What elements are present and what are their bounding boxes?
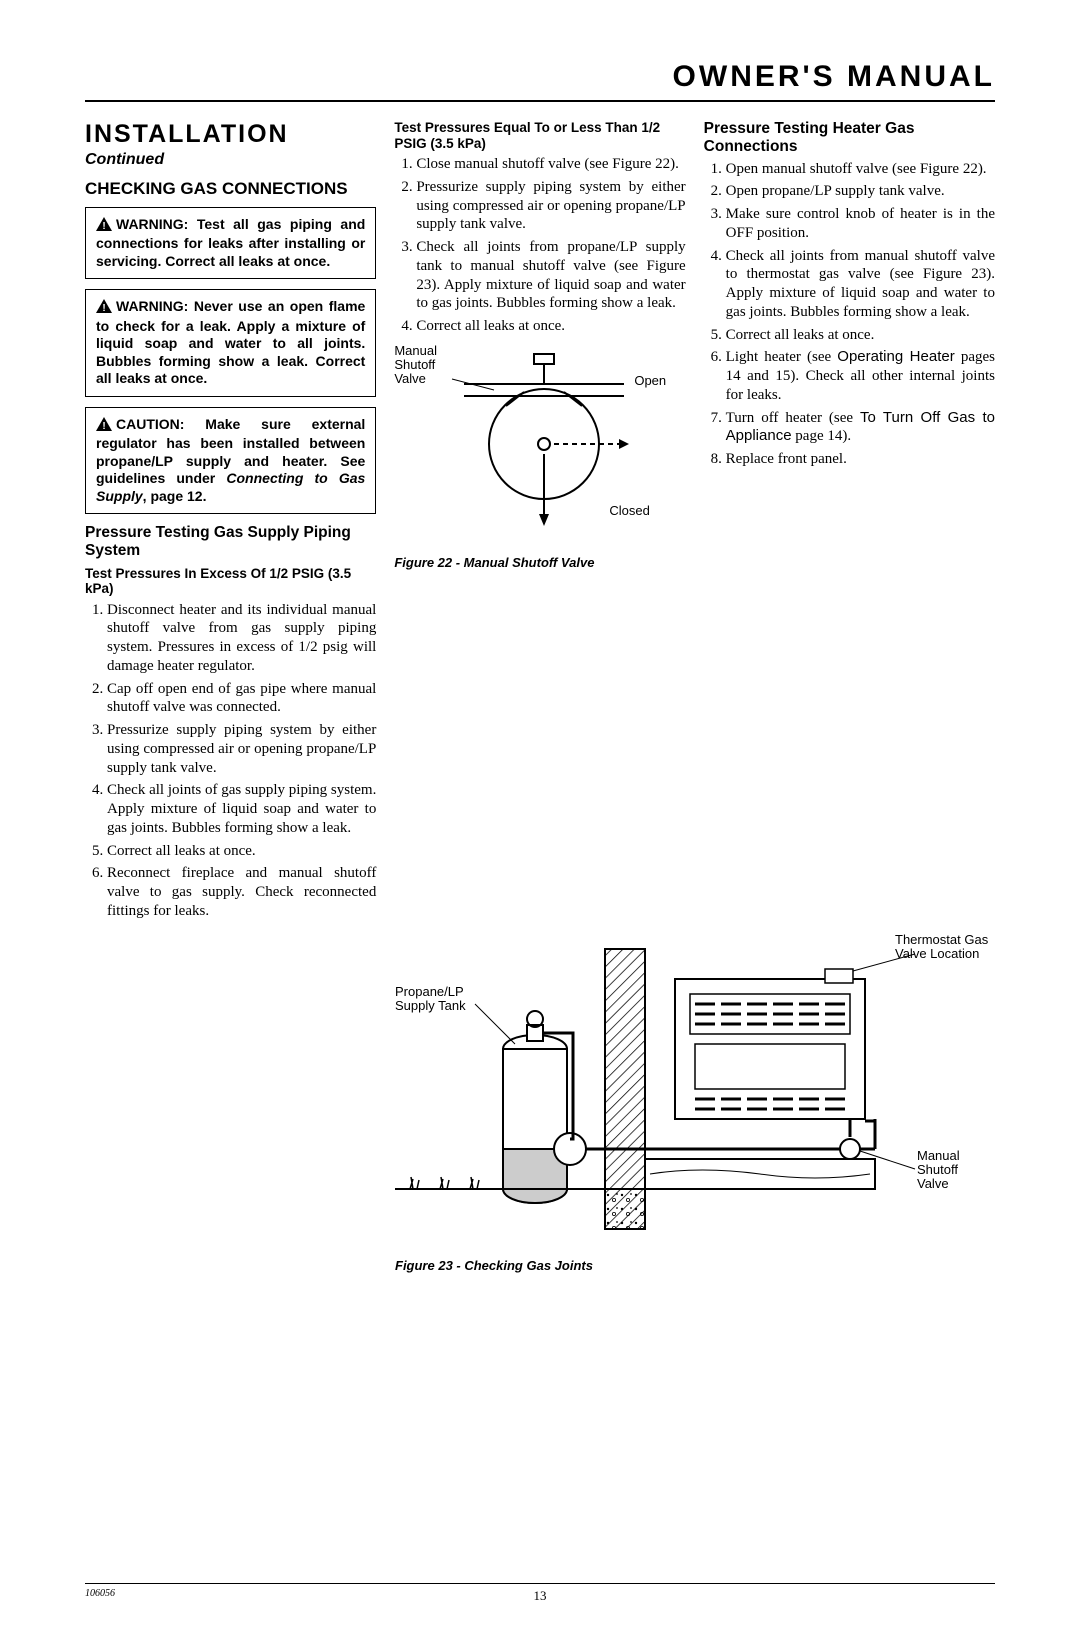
list-item: Open manual shutoff valve (see Figure 22… <box>726 160 995 179</box>
fig22-closed-label: Closed <box>609 504 649 518</box>
checking-gas-heading: CHECKING GAS CONNECTIONS <box>85 179 376 199</box>
list-item: Cap off open end of gas pipe where manua… <box>107 680 376 718</box>
page-footer: 106056 13 <box>85 1583 995 1599</box>
step7-post: page 14). <box>792 428 852 444</box>
list-item: Pressurize supply piping system by eithe… <box>107 721 376 777</box>
warning-text-1: WARNING: Test all gas piping and connect… <box>96 216 365 269</box>
page-number: 13 <box>534 1588 547 1604</box>
step7-pre: Turn off heater (see <box>726 410 860 426</box>
fig23-thermo-label: Thermostat Gas Valve Location <box>895 933 988 962</box>
fig23-caption: Figure 23 - Checking Gas Joints <box>395 1258 995 1273</box>
step6-ref: Operating Heater <box>837 348 954 365</box>
list-item: Check all joints from manual shutoff val… <box>726 247 995 322</box>
list-item: Close manual shutoff valve (see Figure 2… <box>416 155 685 174</box>
list-item: Make sure control knob of heater is in t… <box>726 205 995 243</box>
warning-callout-2: ! WARNING: Never use an open flame to ch… <box>85 289 376 397</box>
col-3: Pressure Testing Heater Gas Connections … <box>704 120 995 929</box>
warning-icon: ! <box>96 217 112 236</box>
list-item: Open propane/LP supply tank valve. <box>726 182 995 201</box>
list-item: Correct all leaks at once. <box>416 317 685 336</box>
warning-icon: ! <box>96 417 112 436</box>
list-item: Pressurize supply piping system by eithe… <box>416 178 685 234</box>
warning-icon: ! <box>96 299 112 318</box>
list-item: Reconnect fireplace and manual shutoff v… <box>107 864 376 920</box>
figure-23-svg <box>395 939 995 1249</box>
list-item: Light heater (see Operating Heater pages… <box>726 348 995 404</box>
svg-text:!: ! <box>102 303 105 313</box>
col-2: Test Pressures Equal To or Less Than 1/2… <box>394 120 685 929</box>
excess-pressure-heading: Test Pressures In Excess Of 1/2 PSIG (3.… <box>85 566 376 597</box>
col-1: INSTALLATION Continued CHECKING GAS CONN… <box>85 120 376 929</box>
figure-23-wrap: Propane/LP Supply Tank Thermostat Gas Va… <box>395 939 995 1273</box>
fig23-msv-label: Manual Shutoff Valve <box>917 1149 960 1192</box>
fig22-msv-label: Manual Shutoff Valve <box>394 344 437 387</box>
equal-less-pressure-heading: Test Pressures Equal To or Less Than 1/2… <box>394 120 685 151</box>
caution-text-post: , page 12. <box>143 488 207 504</box>
columns: INSTALLATION Continued CHECKING GAS CONN… <box>85 120 995 929</box>
fig23-tank-label: Propane/LP Supply Tank <box>395 985 466 1014</box>
section-title: INSTALLATION <box>85 120 376 149</box>
list-item: Check all joints from propane/LP supply … <box>416 238 685 313</box>
list-item: Disconnect heater and its individual man… <box>107 601 376 676</box>
fig22-caption: Figure 22 - Manual Shutoff Valve <box>394 555 685 570</box>
list-item: Replace front panel. <box>726 450 995 469</box>
list-item: Check all joints of gas supply piping sy… <box>107 781 376 837</box>
fig22-open-label: Open <box>634 374 666 388</box>
col1-steps: Disconnect heater and its individual man… <box>85 601 376 921</box>
col3-steps: Open manual shutoff valve (see Figure 22… <box>704 160 995 469</box>
continued-label: Continued <box>85 151 376 169</box>
col2-steps: Close manual shutoff valve (see Figure 2… <box>394 155 685 336</box>
list-item: Turn off heater (see To Turn Off Gas to … <box>726 409 995 447</box>
list-item: Correct all leaks at once. <box>726 326 995 345</box>
pressure-test-heater-heading: Pressure Testing Heater Gas Connections <box>704 120 995 156</box>
warning-text-2: WARNING: Never use an open flame to chec… <box>96 298 365 386</box>
figure-22: Manual Shutoff Valve Open Closed <box>394 344 685 549</box>
svg-text:!: ! <box>102 421 105 431</box>
warning-callout-1: ! WARNING: Test all gas piping and conne… <box>85 207 376 280</box>
svg-text:!: ! <box>102 221 105 231</box>
doc-number: 106056 <box>85 1588 115 1599</box>
step6-pre: Light heater (see <box>726 349 838 365</box>
caution-callout: ! CAUTION: Make sure external regulator … <box>85 407 376 515</box>
list-item: Correct all leaks at once. <box>107 842 376 861</box>
pressure-test-supply-heading: Pressure Testing Gas Supply Piping Syste… <box>85 524 376 560</box>
doc-header: OWNER'S MANUAL <box>85 60 995 102</box>
